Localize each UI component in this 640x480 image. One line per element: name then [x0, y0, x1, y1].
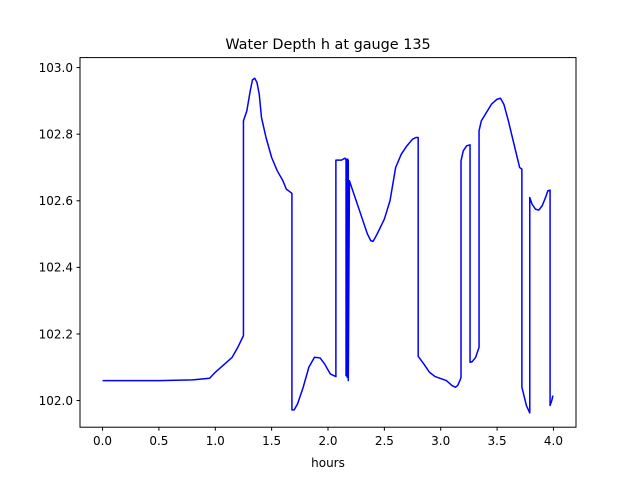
y-tick-label: 102.4 — [39, 261, 73, 275]
y-tick-label: 102.0 — [39, 394, 73, 408]
y-tick-label: 103.0 — [39, 61, 73, 75]
x-tick-label: 1.0 — [206, 434, 225, 448]
x-tick-label: 3.0 — [431, 434, 450, 448]
plot-frame — [79, 57, 577, 428]
series-line — [102, 77, 554, 414]
y-tick-label: 102.2 — [39, 327, 73, 341]
x-tick-label: 2.0 — [318, 434, 337, 448]
x-tick-label: 2.5 — [375, 434, 394, 448]
x-axis-label: hours — [311, 456, 345, 470]
x-tick-label: 3.5 — [488, 434, 507, 448]
y-tick-label: 102.8 — [39, 127, 73, 141]
x-tick-label: 4.0 — [544, 434, 563, 448]
x-tick-label: 0.5 — [149, 434, 168, 448]
chart-title: Water Depth h at gauge 135 — [225, 37, 430, 53]
x-tick-label: 1.5 — [262, 434, 281, 448]
series-layer — [102, 77, 554, 414]
x-axis: 0.0 0.5 1.0 1.5 2.0 2.5 3.0 3.5 4.0 — [93, 427, 563, 448]
y-tick-label: 102.6 — [39, 194, 73, 208]
y-axis: 102.0 102.2 102.4 102.6 102.8 103.0 — [39, 61, 80, 408]
x-tick-label: 0.0 — [93, 434, 112, 448]
